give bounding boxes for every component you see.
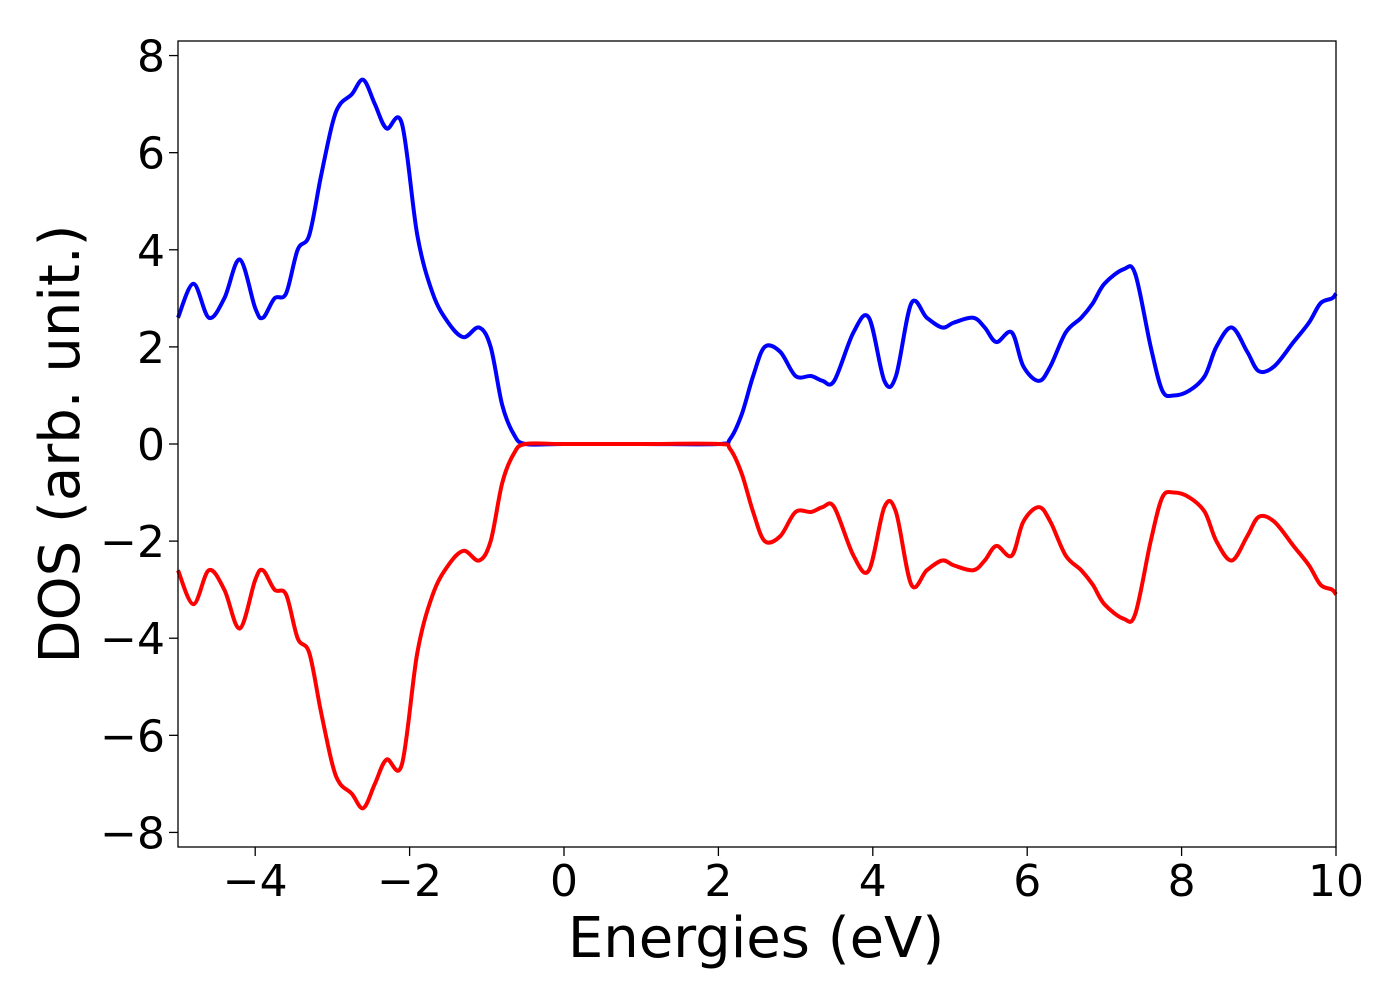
y-tick-label: 0: [137, 420, 165, 471]
x-tick-label: −4: [223, 856, 288, 907]
x-tick-label: 0: [550, 856, 578, 907]
dos-series-line-0: [176, 77, 1338, 447]
y-tick-label: −4: [100, 614, 165, 665]
x-tick-label: 8: [1168, 856, 1196, 907]
y-tick-label: −6: [100, 711, 165, 762]
x-tick-label: −2: [377, 856, 442, 907]
plot-frame: [177, 40, 1337, 848]
x-axis-label: Energies (eV): [568, 906, 944, 971]
y-tick-label: 8: [137, 32, 165, 83]
x-tick-label: 2: [704, 856, 732, 907]
series-layer: [176, 77, 1338, 811]
x-tick-label: 4: [859, 856, 887, 907]
x-tick-label: 10: [1308, 856, 1364, 907]
x-axis-ticks: −4 −2 0 2 4 6 8 10: [223, 847, 1364, 907]
dos-series-line-1: [176, 441, 1338, 811]
y-axis-label: DOS (arb. unit.): [28, 224, 93, 663]
y-tick-label: 6: [137, 129, 165, 180]
y-tick-label: −2: [100, 517, 165, 568]
y-tick-label: 2: [137, 323, 165, 374]
x-tick-label: 6: [1013, 856, 1041, 907]
y-tick-label: −8: [100, 808, 165, 859]
y-tick-label: 4: [137, 226, 165, 277]
y-axis-ticks: −8 −6 −4 −2 0 2 4 6 8: [100, 32, 178, 859]
